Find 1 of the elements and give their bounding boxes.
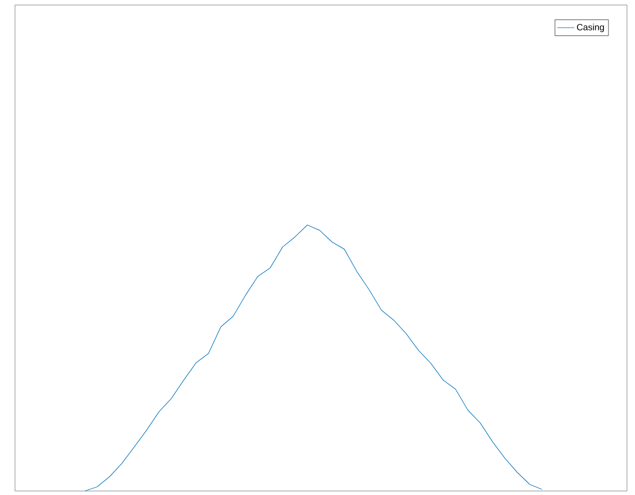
- legend-label: Casing: [577, 24, 604, 32]
